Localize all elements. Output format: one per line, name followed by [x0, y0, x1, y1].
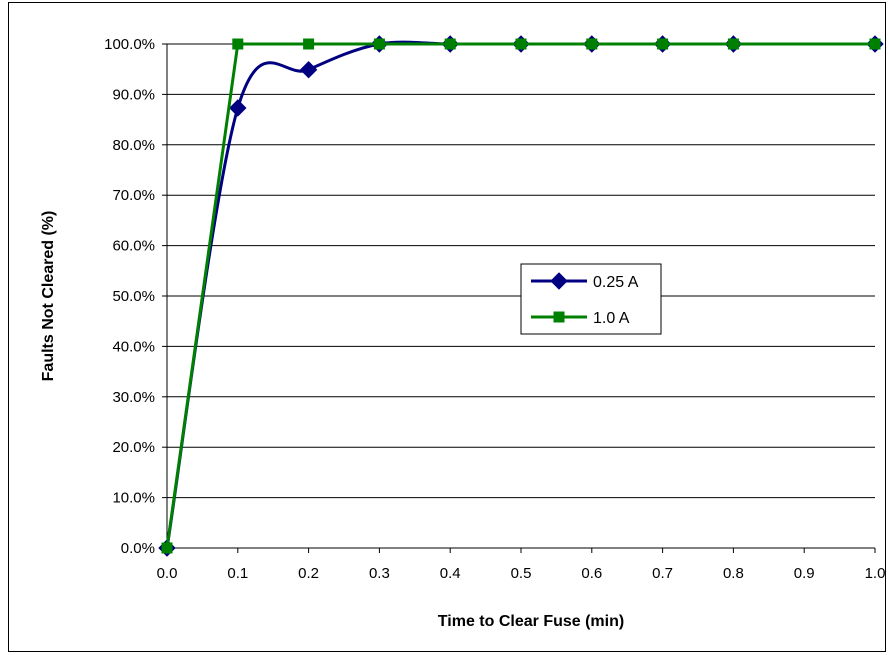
- y-tick-label: 20.0%: [112, 439, 155, 456]
- y-tick-label: 80.0%: [112, 137, 155, 154]
- x-tick-label: 0.4: [440, 565, 461, 582]
- data-point: [869, 38, 881, 50]
- x-tick-label: 0.5: [511, 565, 532, 582]
- y-tick-label: 0.0%: [121, 540, 155, 557]
- legend-marker: [550, 272, 568, 290]
- x-tick-label: 0.2: [298, 565, 319, 582]
- series-line: [165, 42, 875, 549]
- x-tick-label: 0.7: [652, 565, 673, 582]
- legend-label: 0.25 A: [593, 274, 639, 291]
- legend-item: 0.25 A: [531, 272, 639, 291]
- data-point: [444, 38, 456, 50]
- y-tick-label: 50.0%: [112, 288, 155, 305]
- data-point: [232, 38, 244, 50]
- x-tick-label: 0.0: [157, 565, 178, 582]
- series-1-0-a: [161, 38, 881, 554]
- y-tick-label: 100.0%: [104, 36, 155, 53]
- axes: [162, 43, 876, 553]
- y-tick-label: 70.0%: [112, 187, 155, 204]
- x-tick-label: 0.3: [369, 565, 390, 582]
- chart-frame: [8, 2, 886, 652]
- data-point: [303, 38, 315, 50]
- x-tick-label: 0.1: [227, 565, 248, 582]
- x-tick-label: 1.0: [865, 565, 886, 582]
- data-point: [161, 542, 173, 554]
- y-axis-title: Faults Not Cleared (%): [40, 211, 57, 382]
- data-point: [229, 99, 247, 117]
- data-point: [727, 38, 739, 50]
- x-tick-label: 0.9: [794, 565, 815, 582]
- y-tick-label: 40.0%: [112, 338, 155, 355]
- data-point: [373, 38, 385, 50]
- y-tick-label: 30.0%: [112, 389, 155, 406]
- x-axis-title: Time to Clear Fuse (min): [438, 613, 624, 630]
- x-tick-label: 0.6: [581, 565, 602, 582]
- data-point: [586, 38, 598, 50]
- tick-labels: 0.0% 10.0% 20.0% 30.0% 40.0% 50.0% 60.0% 70.0% 8…: [104, 36, 885, 582]
- legend-item: 1.0 A: [531, 310, 630, 327]
- data-point: [657, 38, 669, 50]
- data-point: [299, 60, 318, 79]
- y-tick-label: 10.0%: [112, 490, 155, 507]
- series-layer: [158, 35, 884, 557]
- data-point: [515, 38, 527, 50]
- legend-marker: [553, 311, 565, 323]
- legend-box: [520, 263, 662, 335]
- x-tick-label: 0.8: [723, 565, 744, 582]
- y-tick-label: 90.0%: [112, 86, 155, 103]
- legend-label: 1.0 A: [593, 310, 630, 327]
- y-tick-label: 60.0%: [112, 238, 155, 255]
- legend: 0.25 A 1.0 A: [520, 263, 662, 335]
